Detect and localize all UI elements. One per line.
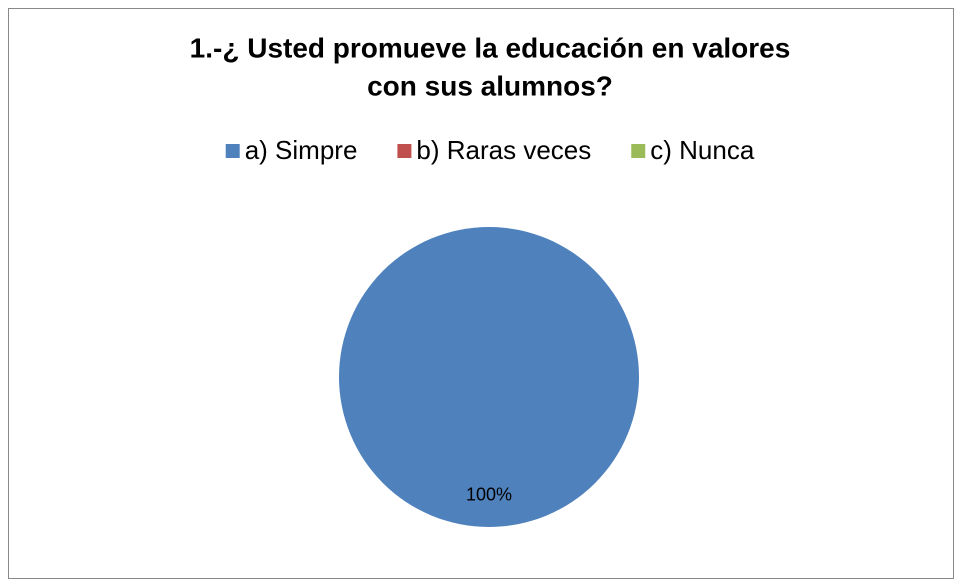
chart-title: con sus alumnos?	[367, 70, 613, 101]
data-label: 100%	[466, 484, 512, 504]
legend-label: c) Nunca	[650, 135, 755, 165]
legend-label: a) Simpre	[245, 135, 358, 165]
legend-swatch	[631, 144, 646, 158]
legend-swatch	[397, 144, 412, 158]
pie-slice	[339, 227, 639, 527]
legend-swatch	[225, 144, 240, 158]
legend-label: b) Raras veces	[416, 135, 591, 165]
chart-title: 1.-¿ Usted promueve la educación en valo…	[190, 32, 791, 63]
